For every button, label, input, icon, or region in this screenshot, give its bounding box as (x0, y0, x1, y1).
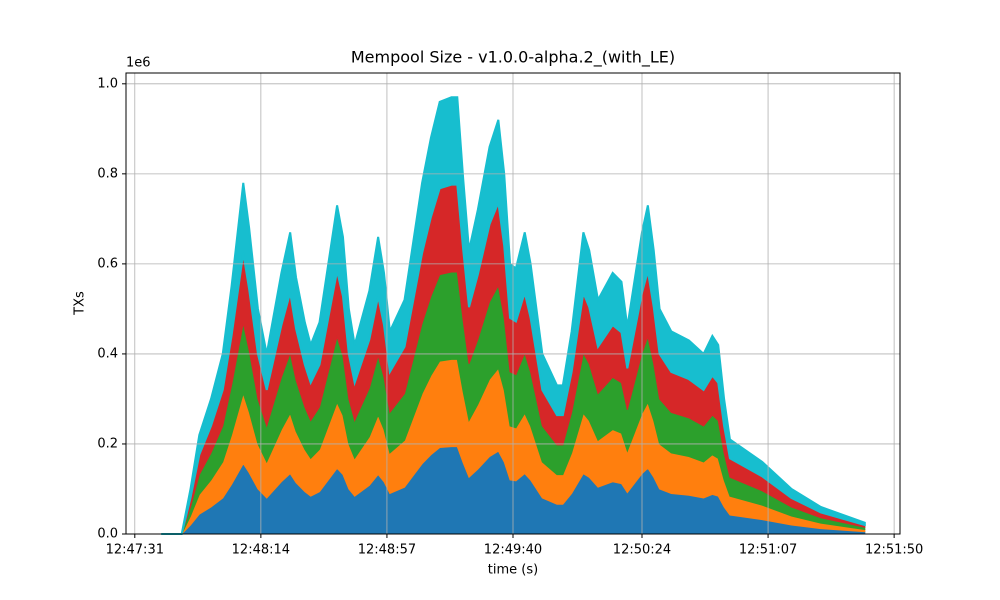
y-tick-label: 0.0 (97, 527, 118, 542)
chart-title: Mempool Size - v1.0.0-alpha.2_(with_LE) (351, 48, 675, 68)
y-tick-label: 0.8 (97, 166, 118, 181)
y-tick-label: 0.2 (97, 436, 118, 451)
x-tick-label: 12:51:50 (865, 543, 923, 558)
x-tick-label: 12:51:07 (739, 543, 797, 558)
x-tick-label: 12:49:40 (484, 543, 542, 558)
x-tick-label: 12:48:57 (358, 543, 416, 558)
y-tick-label: 0.6 (97, 256, 118, 271)
y-offset-text: 1e6 (126, 56, 151, 71)
x-tick-label: 12:48:14 (232, 543, 290, 558)
y-axis-label: TXs (73, 291, 88, 316)
y-tick-label: 0.4 (97, 346, 118, 361)
x-axis-label: time (s) (488, 563, 538, 578)
y-tick-label: 1.0 (97, 76, 118, 91)
x-tick-label: 12:50:24 (613, 543, 671, 558)
plot-frame (125, 72, 901, 535)
x-tick-label: 12:47:31 (106, 543, 164, 558)
